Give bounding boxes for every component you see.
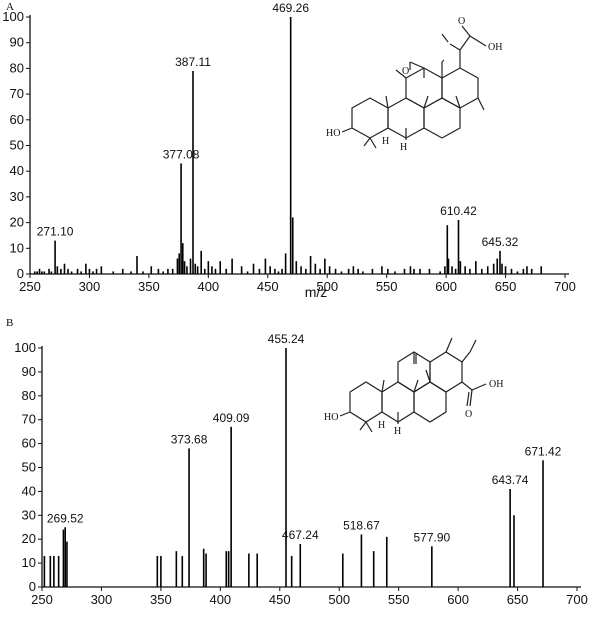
y-tick-label: 0 (29, 579, 36, 594)
x-tick-label: 250 (31, 592, 53, 607)
x-axis-title-a: m/z (305, 284, 328, 300)
y-tick-label: 10 (10, 240, 24, 255)
x-tick-label: 500 (328, 592, 350, 607)
y-tick-label: 100 (14, 340, 36, 355)
hydrogen-label-a1: H (382, 136, 389, 147)
peak-label: 643.74 (492, 473, 529, 487)
y-tick-label: 20 (10, 215, 24, 230)
x-tick-label: 350 (138, 279, 160, 294)
peak-label: 409.09 (213, 411, 250, 425)
y-tick-label: 80 (10, 60, 24, 75)
y-tick-label: 90 (22, 364, 36, 379)
x-tick-label: 600 (447, 592, 469, 607)
x-tick-label: 250 (19, 279, 41, 294)
x-tick-label: 700 (566, 592, 588, 607)
y-tick-label: 30 (10, 189, 24, 204)
y-tick-label: 10 (22, 555, 36, 570)
hydrogen-label-b2: H (394, 426, 401, 437)
peak-label: 671.42 (525, 444, 562, 458)
x-tick-label: 450 (269, 592, 291, 607)
acid-oh-label-a: OH (488, 42, 502, 53)
molecule-structure-b (339, 337, 487, 433)
y-tick-label: 50 (10, 138, 24, 153)
peak-label: 455.24 (268, 332, 305, 346)
y-tick-label: 80 (22, 388, 36, 403)
hydroxyl-label-a: HO (326, 128, 340, 139)
y-tick-label: 60 (22, 436, 36, 451)
x-tick-label: 400 (209, 592, 231, 607)
peak-label: 645.32 (482, 235, 519, 249)
y-tick-label: 30 (22, 507, 36, 522)
molecule-structure-a (341, 25, 487, 149)
peak-label: 577.90 (413, 530, 450, 544)
hydrogen-label-b1: H (378, 420, 385, 431)
peak-label: 610.42 (440, 204, 477, 218)
peak-label: 373.68 (171, 432, 208, 446)
acid-oxygen-label-b: O (465, 409, 472, 420)
acid-oh-label-b: OH (489, 379, 503, 390)
peak-label: 518.67 (343, 518, 380, 532)
y-tick-label: 0 (17, 266, 24, 281)
x-tick-label: 700 (554, 279, 576, 294)
y-tick-label: 40 (22, 483, 36, 498)
peak-label: 271.10 (37, 225, 74, 239)
panel-label-b: B (6, 317, 13, 329)
spectrum-panel-a: A 0 10 20 30 40 50 60 70 80 90 100 250 300 350 400 450… (0, 0, 600, 300)
peak-label: 387.11 (175, 55, 211, 69)
x-tick-label: 350 (150, 592, 172, 607)
x-tick-label: 300 (91, 592, 113, 607)
y-tick-label: 100 (2, 9, 24, 24)
peak-label: 269.52 (47, 511, 84, 525)
y-tick-label: 40 (10, 163, 24, 178)
y-tick-label: 20 (22, 531, 36, 546)
acid-oxygen-label-a: O (458, 16, 465, 27)
carbonyl-oxygen-label: O (402, 66, 409, 77)
peak-label: 377.08 (163, 147, 200, 161)
y-tick-label: 90 (10, 35, 24, 50)
y-tick-label: 50 (22, 460, 36, 475)
x-tick-label: 550 (376, 279, 398, 294)
hydroxyl-label-b: HO (324, 412, 338, 423)
spectrum-chart-b: B 0 10 20 30 40 50 60 70 80 90 100 250 300 350 400 450… (6, 317, 588, 607)
y-tick-label: 60 (10, 112, 24, 127)
x-tick-label: 600 (435, 279, 457, 294)
molecule-labels-b: OH O HO H H (324, 379, 503, 437)
molecule-labels-a: O O OH HO H H (326, 16, 502, 153)
x-tick-label: 500 (316, 279, 338, 294)
hydrogen-label-a2: H (400, 142, 407, 153)
x-tick-label: 650 (507, 592, 529, 607)
y-tick-label: 70 (22, 412, 36, 427)
x-tick-label: 650 (495, 279, 517, 294)
x-tick-label: 400 (197, 279, 219, 294)
panel-label-a: A (6, 1, 14, 13)
x-tick-label: 300 (79, 279, 101, 294)
peak-label: 467.24 (282, 528, 319, 542)
peak-label: 469.26 (272, 1, 309, 15)
y-tick-label: 70 (10, 86, 24, 101)
x-tick-label: 550 (388, 592, 410, 607)
x-tick-label: 450 (257, 279, 279, 294)
spectrum-chart-a: A 0 10 20 30 40 50 60 70 80 90 100 250 300 350 400 450… (2, 1, 576, 300)
spectrum-panel-b: B 0 10 20 30 40 50 60 70 80 90 100 250 300 350 400 450… (0, 316, 600, 633)
